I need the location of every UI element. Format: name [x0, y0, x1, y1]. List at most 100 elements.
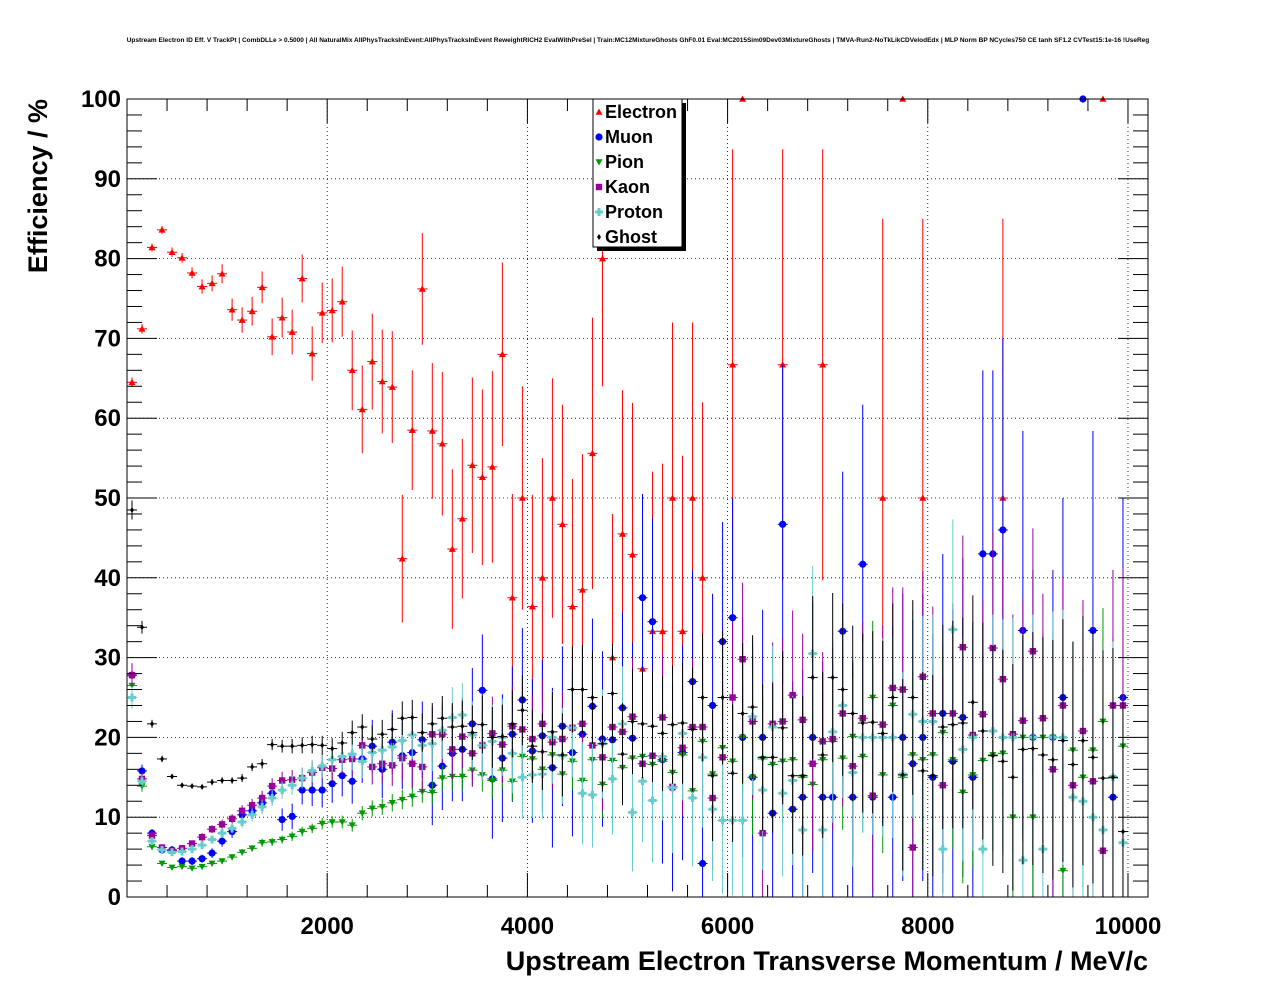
data-point — [258, 802, 267, 811]
data-point — [790, 772, 795, 779]
legend-label-muon: Muon — [605, 127, 653, 147]
chart-title: Upstream Electron ID Eff. V TrackPt | Co… — [127, 37, 1150, 44]
y-tick-label: 30 — [94, 645, 121, 672]
data-point — [280, 743, 285, 750]
y-tick-label: 80 — [94, 246, 121, 273]
data-point — [308, 786, 316, 794]
data-point — [248, 810, 257, 819]
data-point — [258, 794, 266, 802]
data-point — [228, 824, 237, 833]
data-point — [1000, 758, 1005, 765]
data-point — [800, 772, 805, 779]
data-point — [819, 361, 827, 368]
data-point — [1089, 626, 1097, 635]
data-point — [620, 751, 625, 758]
data-point — [919, 494, 927, 501]
data-point — [990, 752, 995, 759]
data-point — [478, 686, 486, 694]
data-point — [490, 734, 495, 741]
data-point — [610, 690, 615, 697]
data-point — [659, 627, 667, 635]
data-point — [550, 728, 555, 735]
x-tick-label: 4000 — [501, 913, 554, 940]
data-point — [638, 777, 647, 786]
data-point — [298, 275, 306, 282]
legend-box — [592, 98, 683, 248]
data-point — [248, 845, 256, 852]
data-point — [740, 710, 745, 717]
data-point — [708, 701, 717, 710]
data-point — [698, 859, 707, 868]
data-point — [420, 729, 425, 736]
data-point — [830, 674, 835, 681]
data-point — [570, 686, 575, 693]
data-point — [148, 837, 157, 846]
data-point — [770, 754, 775, 761]
data-point — [218, 858, 226, 865]
data-point — [318, 762, 327, 771]
data-point — [358, 810, 366, 817]
data-point — [779, 520, 787, 528]
data-point — [688, 794, 697, 803]
data-point — [478, 473, 486, 481]
data-point — [1040, 751, 1045, 758]
data-point — [718, 816, 727, 825]
data-point — [520, 707, 525, 714]
data-point — [530, 743, 535, 750]
data-point — [1059, 867, 1067, 875]
data-point — [850, 710, 855, 717]
legend-label-pion: Pion — [605, 152, 644, 172]
data-point — [338, 772, 346, 780]
data-point — [250, 763, 255, 770]
data-point — [158, 845, 167, 854]
data-point — [518, 494, 526, 501]
data-point — [789, 691, 796, 699]
y-tick-labels: 0 10 20 30 40 50 60 70 80 90 100 — [81, 86, 121, 911]
data-point — [328, 780, 336, 788]
data-point — [970, 699, 975, 706]
data-point — [298, 774, 307, 783]
data-point — [240, 775, 245, 782]
data-point — [699, 574, 707, 581]
data-point — [218, 837, 226, 845]
data-point — [238, 807, 246, 815]
data-point — [488, 777, 496, 784]
data-point — [148, 843, 156, 851]
data-point — [650, 723, 655, 730]
data-point — [138, 777, 147, 786]
data-point — [150, 720, 155, 727]
data-point — [880, 730, 885, 737]
y-tick-label: 50 — [94, 485, 121, 512]
data-point — [378, 804, 386, 811]
data-point — [220, 777, 225, 784]
data-point — [238, 849, 246, 856]
data-point — [198, 855, 206, 863]
data-point — [358, 405, 366, 413]
data-point — [188, 269, 196, 276]
data-point — [348, 750, 357, 759]
data-point — [1080, 737, 1085, 744]
legend: Electron Muon Pion Kaon Proton Ghost — [592, 98, 686, 251]
data-point — [720, 694, 725, 701]
legend-marker-proton — [595, 208, 603, 216]
y-tick-label: 40 — [94, 565, 121, 592]
y-tick-label: 60 — [94, 405, 121, 432]
data-point — [728, 614, 737, 622]
data-point — [208, 825, 216, 833]
data-point — [228, 854, 236, 861]
data-point — [409, 760, 416, 767]
data-point — [308, 350, 316, 357]
data-point — [729, 361, 737, 368]
data-point — [260, 760, 265, 767]
data-point — [378, 377, 386, 385]
data-point — [780, 724, 785, 731]
data-point — [298, 786, 306, 794]
data-point — [288, 812, 296, 821]
data-point — [300, 742, 305, 749]
data-point — [730, 770, 735, 777]
data-point — [128, 671, 136, 679]
data-point — [158, 860, 166, 867]
grid-lines — [127, 98, 1148, 898]
data-point — [408, 793, 416, 800]
data-point — [809, 760, 816, 767]
